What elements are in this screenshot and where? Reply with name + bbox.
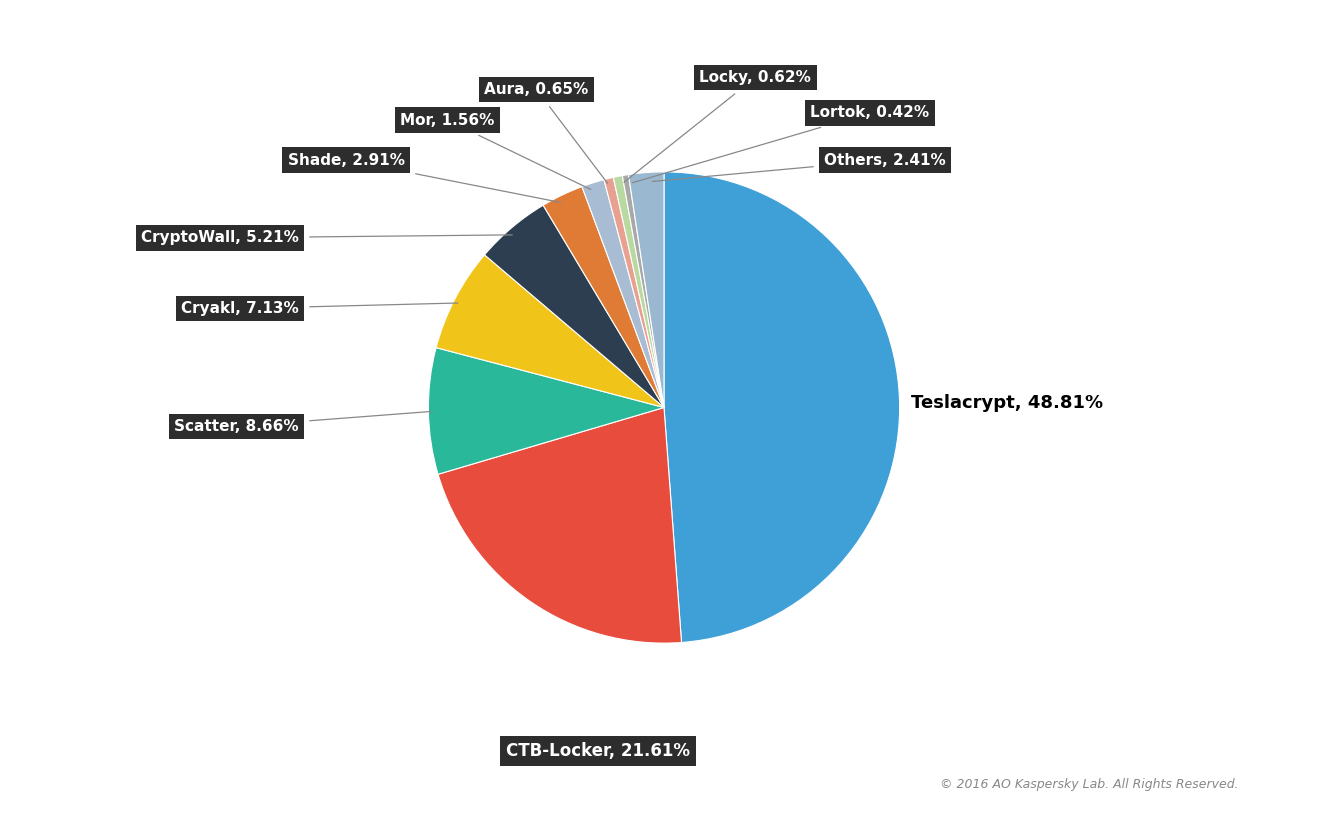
Wedge shape (628, 172, 664, 408)
Text: Locky, 0.62%: Locky, 0.62% (624, 70, 811, 183)
Wedge shape (436, 255, 664, 408)
Wedge shape (582, 179, 664, 408)
Text: Scatter, 8.66%: Scatter, 8.66% (174, 412, 433, 434)
Text: Others, 2.41%: Others, 2.41% (652, 152, 946, 182)
Wedge shape (438, 408, 681, 643)
Text: Lortok, 0.42%: Lortok, 0.42% (632, 105, 930, 183)
Wedge shape (485, 205, 664, 408)
Text: Cryakl, 7.13%: Cryakl, 7.13% (181, 301, 458, 316)
Text: Aura, 0.65%: Aura, 0.65% (485, 82, 607, 183)
Text: Shade, 2.91%: Shade, 2.91% (288, 152, 560, 202)
Text: CryptoWall, 5.21%: CryptoWall, 5.21% (141, 231, 513, 245)
Wedge shape (614, 175, 664, 408)
Text: Mor, 1.56%: Mor, 1.56% (400, 112, 591, 189)
Wedge shape (623, 174, 664, 408)
Text: © 2016 AO Kaspersky Lab. All Rights Reserved.: © 2016 AO Kaspersky Lab. All Rights Rese… (940, 778, 1238, 791)
Wedge shape (604, 178, 664, 408)
Wedge shape (543, 187, 664, 408)
Text: Teslacrypt, 48.81%: Teslacrypt, 48.81% (911, 394, 1104, 412)
Wedge shape (664, 172, 899, 642)
Wedge shape (429, 348, 664, 474)
Text: CTB-Locker, 21.61%: CTB-Locker, 21.61% (506, 742, 691, 760)
